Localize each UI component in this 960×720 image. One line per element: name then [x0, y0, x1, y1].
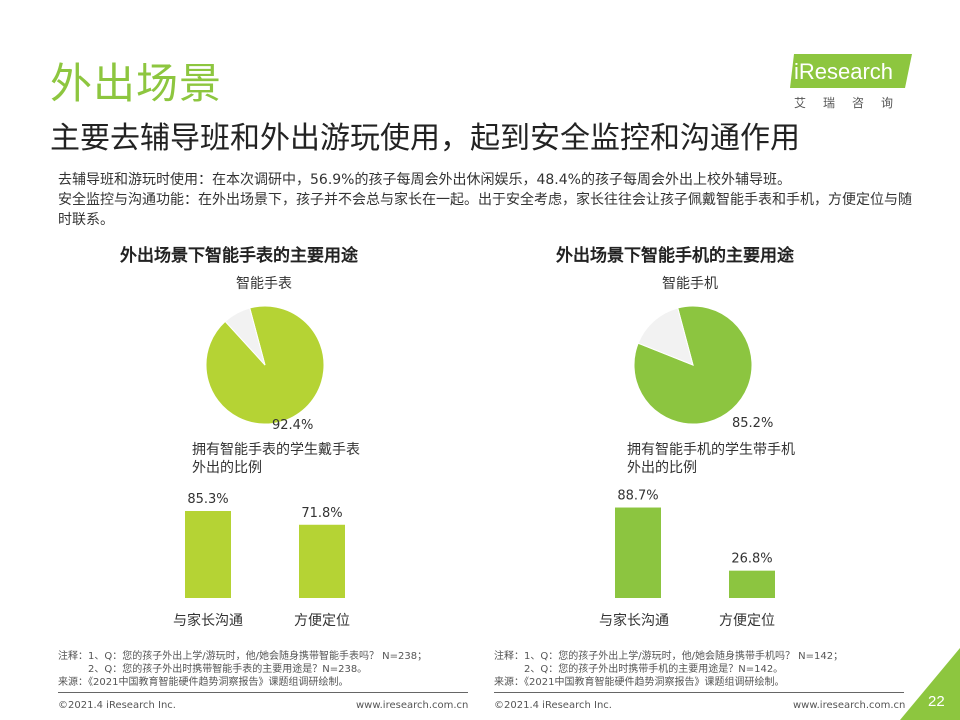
- footer-url-left: www.iresearch.com.cn: [356, 700, 469, 711]
- iresearch-logo: iResearch 艾瑞咨询: [790, 52, 915, 112]
- phone-bar-value-label-1: 26.8%: [731, 552, 772, 567]
- watch-bar-value-label-0: 85.3%: [187, 492, 228, 507]
- watch-pie-slice-rest: [224, 307, 266, 366]
- watch-pie-description: 拥有智能手表的学生戴手表外出的比例: [192, 442, 360, 476]
- left-source: 来源：《2021中国教育智能硬件趋势洞察报告》课题组调研绘制。: [58, 677, 349, 688]
- right-note-line-1: 注释：1、Q：您的孩子外出上学/游玩时，他/她会随身携带手机吗？ N=142；: [494, 651, 844, 662]
- corner-decoration: [900, 648, 960, 720]
- intro-line-1: 去辅导班和游玩时使用：在本次调研中，56.9%的孩子每周会外出休闲娱乐，48.4…: [58, 172, 791, 188]
- phone-bar-category-1: 方便定位: [719, 613, 775, 629]
- right-note-line-2: 2、Q：您的孩子外出时携带手机的主要用途是？N=142。: [524, 664, 784, 675]
- phone-pie-value-label: 85.2%: [732, 416, 774, 431]
- phone-pie-title: 智能手机: [662, 276, 718, 292]
- left-note-line-2: 2、Q：您的孩子外出时携带智能手表的主要用途是？N=238。: [88, 664, 368, 675]
- watch-bar-category-0: 与家长沟通: [173, 613, 243, 629]
- footer-divider-right: [494, 692, 904, 693]
- watch-bar-1: [299, 524, 345, 598]
- page-number: 22: [928, 693, 945, 710]
- phone-chart-title: 外出场景下智能手机的主要用途: [556, 246, 794, 266]
- phone-bar-1: [729, 570, 775, 598]
- watch-pie-chart: [205, 305, 325, 425]
- logo-background: [790, 54, 912, 88]
- intro-text: 去辅导班和游玩时使用：在本次调研中，56.9%的孩子每周会外出休闲娱乐，48.4…: [58, 170, 918, 230]
- footer-url-right: www.iresearch.com.cn: [793, 700, 906, 711]
- footer-divider-left: [58, 692, 468, 693]
- right-source: 来源：《2021中国教育智能硬件趋势洞察报告》课题组调研绘制。: [494, 677, 785, 688]
- footer-copyright-left: ©2021.4 iResearch Inc.: [58, 700, 176, 711]
- watch-bar-value-label-1: 71.8%: [301, 506, 342, 521]
- watch-bar-chart: 85.3% 71.8%: [185, 492, 345, 598]
- phone-pie-slice-rest: [637, 307, 694, 366]
- left-note-line-1: 注释：1、Q：您的孩子外出上学/游玩时，他/她会随身携带智能手表吗？ N=238…: [58, 651, 428, 662]
- phone-pie-description: 拥有智能手机的学生带手机外出的比例: [627, 442, 795, 476]
- intro-line-2: 安全监控与沟通功能：在外出场景下，孩子并不会总与家长在一起。出于安全考虑，家长往…: [58, 192, 912, 228]
- watch-pie-value-label: 92.4%: [272, 418, 314, 433]
- watch-bar-0: [185, 510, 231, 598]
- phone-bar-value-label-0: 88.7%: [617, 489, 658, 504]
- watch-bar-category-1: 方便定位: [294, 613, 350, 629]
- watch-pie-title: 智能手表: [236, 276, 292, 292]
- footer-copyright-right: ©2021.4 iResearch Inc.: [494, 700, 612, 711]
- phone-bar-chart: 88.7% 26.8%: [615, 489, 775, 598]
- watch-chart-title: 外出场景下智能手表的主要用途: [120, 246, 358, 266]
- phone-bar-0: [615, 507, 661, 598]
- phone-pie-chart: [633, 305, 753, 425]
- logo-cn-text: 艾瑞咨询: [794, 96, 911, 110]
- page-title: 外出场景: [50, 59, 223, 108]
- logo-text: iResearch: [794, 59, 894, 84]
- phone-bar-category-0: 与家长沟通: [599, 613, 669, 629]
- page-subtitle: 主要去辅导班和外出游玩使用，起到安全监控和沟通作用: [50, 121, 800, 156]
